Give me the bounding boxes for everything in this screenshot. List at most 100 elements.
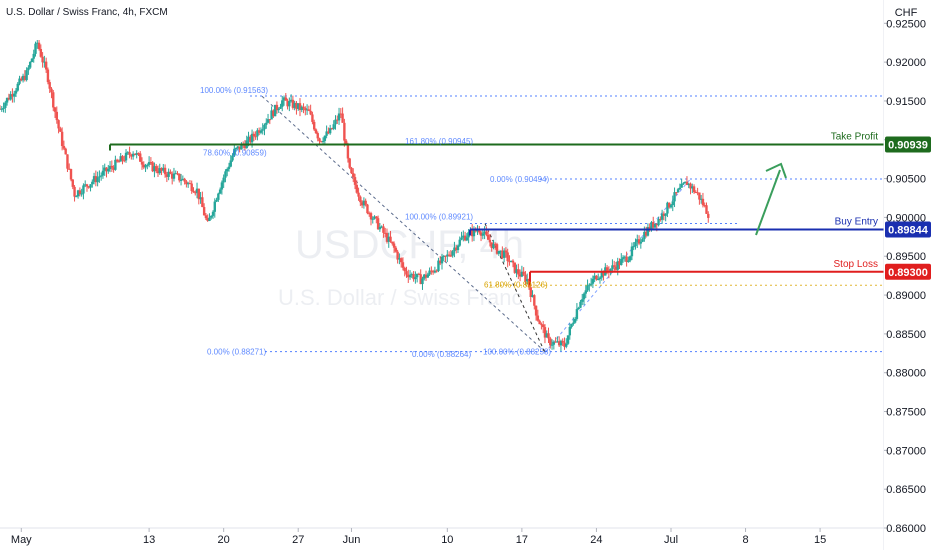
candle-body [380, 226, 383, 228]
candle-body [618, 261, 621, 266]
x-tick-label: 13 [143, 534, 155, 546]
candle-body [268, 119, 272, 121]
candle-body [265, 122, 268, 125]
stop-loss-price-badge [885, 263, 931, 280]
candle-body [204, 215, 208, 219]
candle-body [398, 258, 401, 260]
candle-body [316, 133, 319, 139]
candle-body [107, 169, 110, 172]
x-tick-label: May [11, 534, 32, 546]
candle-body [435, 270, 438, 272]
candle-body [462, 235, 465, 238]
candle-body [673, 192, 676, 202]
candle-body [383, 232, 387, 234]
candle-body [446, 254, 449, 257]
candle-body [186, 183, 190, 185]
candle-body [156, 171, 160, 174]
candle-body [376, 218, 380, 230]
candle-body [163, 167, 167, 175]
candle-body [257, 130, 261, 133]
candle-body [497, 250, 501, 254]
candle-body [236, 146, 240, 148]
candle-body [490, 242, 493, 249]
candle-body [394, 247, 398, 252]
candle-body [96, 177, 99, 183]
candle-body [234, 147, 238, 149]
candle-body [103, 167, 106, 171]
candle-body [46, 69, 50, 83]
candle-body [470, 229, 474, 237]
candle-body [229, 160, 232, 167]
candle-body [382, 226, 385, 233]
candle-body [153, 166, 156, 172]
y-tick-label: 0.90000 [886, 212, 926, 224]
candle-body [105, 167, 108, 172]
candle-body [114, 159, 117, 170]
candle-body [261, 129, 264, 131]
candle-body [423, 274, 426, 279]
candle-body [628, 256, 632, 261]
candle-body [577, 307, 580, 310]
y-tick-label: 0.87500 [886, 407, 926, 419]
candle-body [701, 198, 705, 206]
candle-body [479, 232, 483, 236]
candle-body [273, 104, 277, 117]
candle-body [387, 236, 390, 242]
candle-body [291, 99, 295, 108]
candle-body [158, 168, 161, 174]
candle-body [554, 341, 557, 343]
candle-body [419, 274, 422, 285]
fib-label: 0.00% (0.90494) [490, 175, 549, 184]
candle-body [300, 106, 303, 111]
candle-body [391, 241, 394, 244]
candle-body [9, 94, 12, 100]
candle-body [92, 176, 96, 182]
candle-body [344, 140, 348, 145]
x-tick-label: 24 [590, 534, 602, 546]
candle-body [531, 295, 534, 298]
candle-body [201, 197, 204, 208]
candle-body [263, 124, 266, 130]
candle-body [612, 265, 616, 267]
candle-body [311, 114, 314, 122]
x-axis[interactable]: May 13 20 27 Jun 10 17 24 Jul 8 15 [11, 528, 826, 546]
candle-body [566, 335, 570, 344]
candle-body [48, 82, 51, 89]
candle-body [636, 239, 639, 242]
candle-body [27, 67, 30, 71]
y-tick-label: 0.92000 [886, 57, 926, 69]
candle-body [188, 183, 192, 185]
candle-body [485, 231, 488, 235]
candle-body [80, 193, 83, 195]
candle-body [581, 299, 584, 302]
candle-body [66, 154, 69, 169]
candle-body [82, 185, 85, 194]
candle-body [508, 261, 511, 263]
candle-body [36, 42, 39, 44]
candle-body [540, 324, 543, 326]
candle-body [433, 270, 437, 273]
candle-body [360, 202, 364, 206]
candle-body [172, 173, 176, 179]
candle-body [515, 269, 518, 273]
candle-body [238, 146, 241, 150]
candle-body [304, 108, 307, 111]
candle-body [541, 324, 545, 328]
candle-body [589, 283, 593, 285]
candle-body [520, 271, 524, 277]
candle-body [348, 158, 351, 168]
candle-body [533, 295, 536, 306]
candle-body [220, 182, 224, 190]
candle-body [293, 102, 296, 108]
y-tick-label: 0.86000 [886, 523, 926, 535]
candle-body [597, 278, 600, 280]
candle-body [506, 252, 509, 262]
candle-body [226, 168, 229, 172]
candle-body [389, 236, 392, 242]
candle-body [660, 213, 664, 220]
candle-body [330, 128, 334, 130]
candle-body [412, 274, 415, 280]
candle-body [295, 102, 298, 109]
candle-body [625, 256, 628, 263]
candle-body [332, 124, 335, 129]
